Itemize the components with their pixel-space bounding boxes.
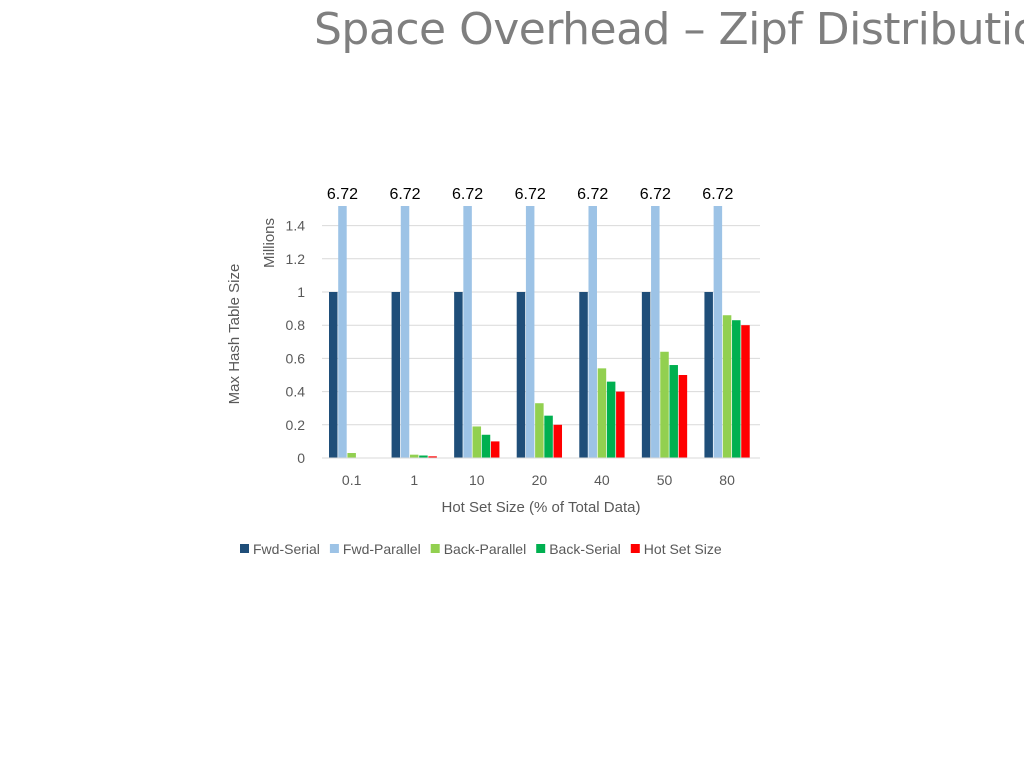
legend-entry: Back-Serial [549, 541, 621, 557]
y-tick-label: 1.4 [286, 218, 306, 234]
slide-title: Space Overhead – Zipf Distribution [314, 4, 1024, 55]
bar-hot-set-size-20 [553, 424, 563, 458]
bar-fwd-serial-1 [391, 292, 401, 458]
x-tick-label: 50 [657, 472, 673, 488]
y-tick-label: 0.8 [286, 317, 306, 333]
bar-fwd-parallel-50 [651, 206, 660, 458]
value-callout: 6.72 [515, 186, 546, 203]
bar-fwd-serial-20 [516, 292, 526, 458]
bar-back-parallel-0.1 [347, 453, 356, 458]
legend-entry: Hot Set Size [644, 541, 722, 557]
bar-fwd-serial-80 [704, 292, 713, 458]
bar-fwd-parallel-20 [525, 206, 535, 458]
value-callout: 6.72 [452, 186, 483, 203]
bar-back-serial-10 [481, 434, 491, 458]
bar-back-serial-1 [419, 455, 428, 458]
bar-back-parallel-80 [722, 315, 732, 458]
bar-back-serial-40 [606, 381, 616, 458]
y-tick-label: 0.2 [286, 417, 306, 433]
x-tick-label: 20 [532, 472, 548, 488]
y-axis-label: Max Hash Table Size [226, 264, 243, 405]
bar-hot-set-size-10 [490, 441, 500, 458]
bars [329, 206, 750, 458]
value-callout: 6.72 [702, 186, 733, 203]
y-tick-label: 0.4 [286, 384, 306, 400]
bar-back-parallel-10 [472, 426, 482, 458]
bar-back-serial-50 [669, 365, 678, 458]
value-callout: 6.72 [327, 186, 358, 203]
x-tick-label: 1 [410, 472, 418, 488]
legend-swatch [430, 544, 440, 553]
y-tick-labels: 0 0.2 0.4 0.6 0.8 1 1.2 1.4 [286, 218, 306, 466]
bar-back-parallel-40 [597, 368, 607, 458]
bar-fwd-serial-10 [454, 292, 463, 458]
x-tick-labels: 0.1 1 10 20 40 50 80 [342, 472, 735, 488]
x-tick-label: 80 [719, 472, 735, 488]
bar-back-parallel-20 [535, 403, 544, 458]
y-tick-label: 0 [297, 450, 305, 466]
gridlines [322, 225, 760, 426]
legend-swatch [630, 544, 640, 553]
bar-fwd-serial-50 [641, 292, 651, 458]
bar-fwd-parallel-80 [713, 206, 723, 458]
bar-fwd-parallel-40 [588, 206, 597, 458]
legend: Fwd-Serial Fwd-Parallel Back-Parallel Back-… [240, 541, 722, 557]
y-tick-label: 1 [297, 284, 305, 300]
bar-fwd-serial-40 [579, 292, 588, 458]
bar-fwd-serial-0.1 [329, 292, 338, 458]
value-callout: 6.72 [389, 186, 420, 203]
legend-swatch [240, 544, 249, 553]
value-callout: 6.72 [577, 186, 608, 203]
y-tick-label: 0.6 [286, 350, 306, 366]
bar-fwd-parallel-0.1 [338, 206, 347, 458]
value-callouts: 6.72 6.72 6.72 6.72 6.72 6.72 6.72 [327, 186, 734, 203]
legend-entry: Fwd-Serial [253, 541, 320, 557]
bar-hot-set-size-1 [428, 456, 437, 458]
legend-entry: Fwd-Parallel [343, 541, 421, 557]
bar-hot-set-size-40 [616, 391, 625, 458]
y-axis-unit-label: Millions [261, 218, 278, 268]
bar-hot-set-size-80 [741, 325, 750, 458]
bar-hot-set-size-50 [678, 375, 688, 458]
y-tick-label: 1.2 [286, 251, 306, 267]
x-axis-label: Hot Set Size (% of Total Data) [442, 499, 641, 516]
legend-entry: Back-Parallel [444, 541, 526, 557]
x-tick-label: 40 [594, 472, 610, 488]
bar-back-serial-20 [544, 415, 553, 458]
bar-fwd-parallel-1 [400, 206, 410, 458]
x-tick-label: 10 [469, 472, 485, 488]
bar-back-serial-80 [732, 320, 741, 458]
bar-back-parallel-50 [660, 351, 669, 458]
legend-swatch [329, 544, 339, 553]
value-callout: 6.72 [640, 186, 671, 203]
legend-swatch [536, 544, 546, 553]
bar-fwd-parallel-10 [463, 206, 472, 458]
x-tick-label: 0.1 [342, 472, 362, 488]
bar-back-parallel-1 [409, 454, 419, 458]
